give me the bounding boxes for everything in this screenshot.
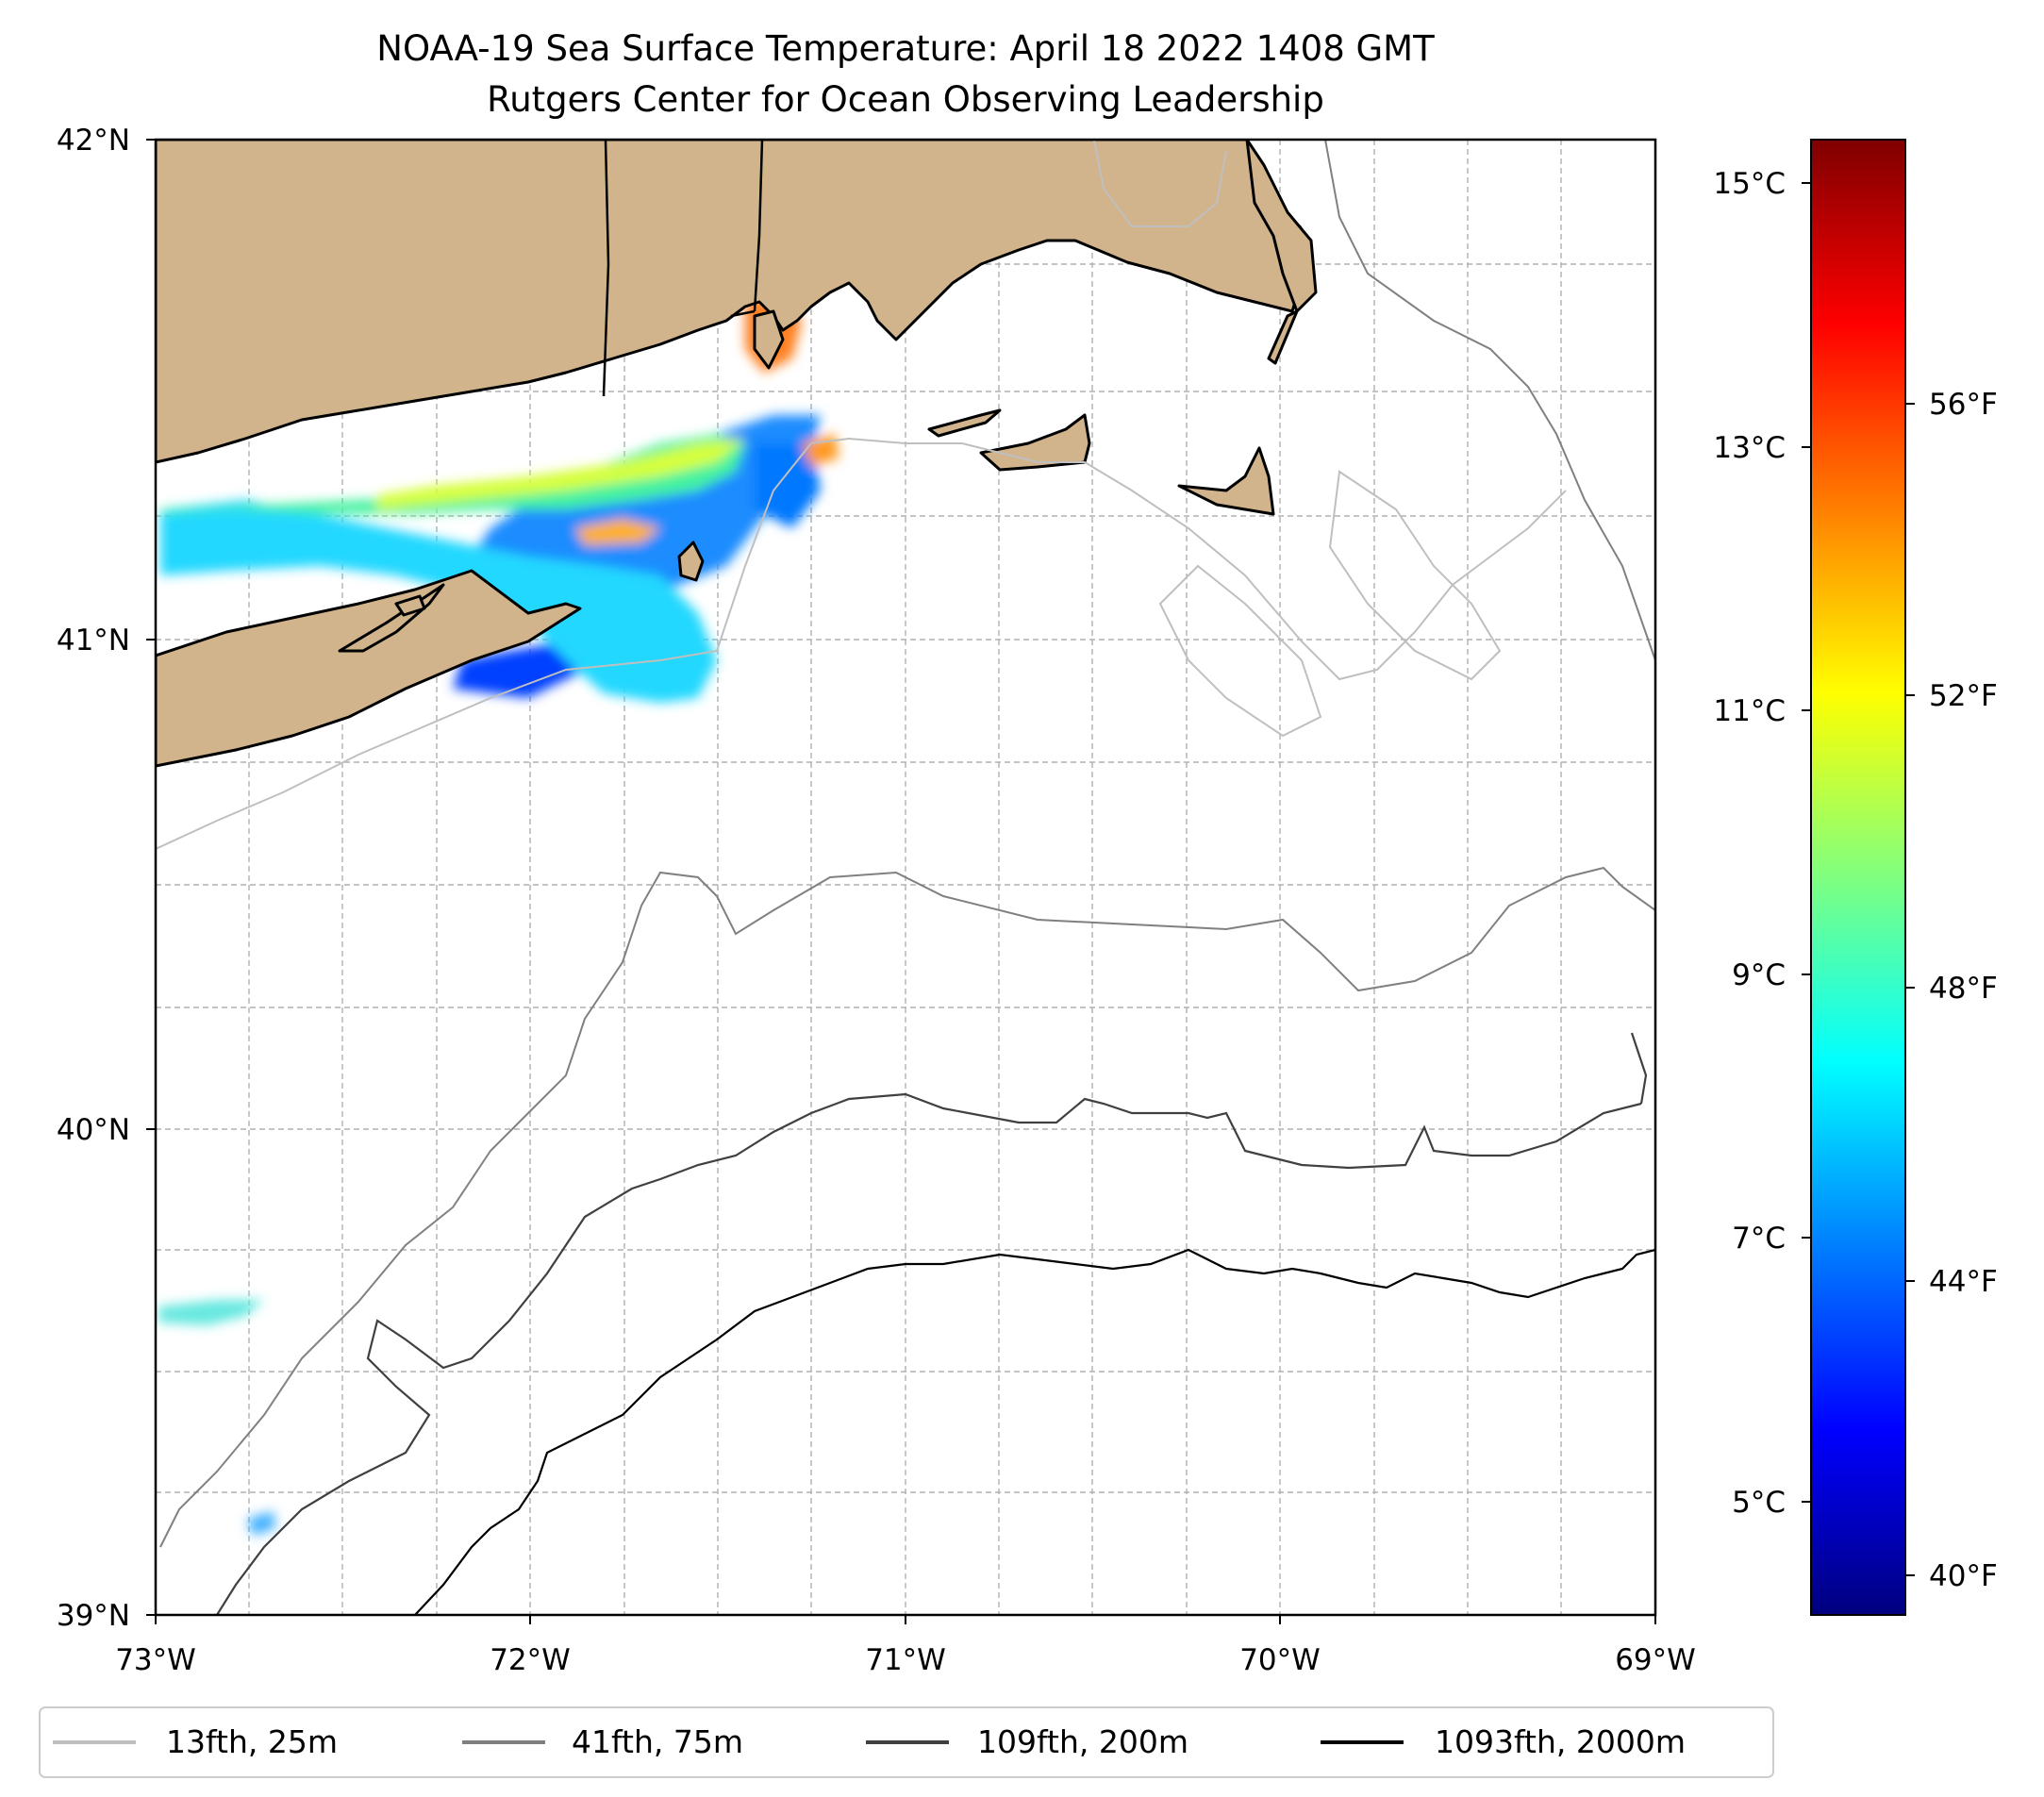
elizabeth-islands (927, 408, 1002, 438)
long-island (156, 569, 582, 768)
contour-2000m (414, 1248, 1655, 1615)
colorbar: 15°C 13°C 11°C 9°C 7°C 5°C 56°F 52°F 48°… (1713, 139, 1998, 1616)
colorbar-celsius-label: 7°C (1732, 1222, 1786, 1256)
monomoy-island (1267, 309, 1299, 365)
x-tick-label: 71°W (865, 1643, 946, 1677)
y-tick-label: 42°N (57, 124, 130, 158)
aquidneck-island (753, 309, 785, 370)
block-island (677, 541, 705, 582)
legend-item-75m: 41fth, 75m (462, 1723, 743, 1760)
isobath-contours (156, 140, 1655, 1615)
chart-title-line1: NOAA-19 Sea Surface Temperature: April 1… (376, 28, 1435, 69)
colorbar-celsius-label: 15°C (1713, 167, 1786, 201)
x-tick-label: 70°W (1239, 1643, 1321, 1677)
nantucket (1177, 446, 1275, 516)
y-tick-label: 39°N (57, 1599, 130, 1633)
cape-cod (1245, 140, 1318, 313)
map-area (156, 140, 1655, 1615)
chart-title-line2: Rutgers Center for Ocean Observing Leade… (487, 79, 1324, 120)
contour-25m-inner (1093, 140, 1227, 227)
legend-item-2000m: 1093fth, 2000m (1321, 1723, 1686, 1760)
sst-band-green (160, 434, 745, 514)
sst-warm-spot-2 (802, 434, 839, 467)
marthas-vineyard (979, 413, 1091, 472)
legend-label-200m: 109fth, 200m (977, 1723, 1188, 1760)
sst-band-east-blue (755, 443, 821, 528)
contour-25m-shoals (1158, 564, 1322, 738)
y-tick-label: 41°N (57, 624, 130, 657)
x-axis: 73°W 72°W 71°W 70°W 69°W (115, 1615, 1696, 1677)
mainland-new-england (156, 140, 1311, 464)
contour-200m (216, 1032, 1648, 1615)
colorbar-gradient (1810, 139, 1906, 1616)
legend: 13fth, 25m 41fth, 75m 109fth, 200m 1093f… (39, 1706, 1774, 1778)
x-tick-label: 72°W (490, 1643, 571, 1677)
colorbar-celsius-ticks: 15°C 13°C 11°C 9°C 7°C 5°C (1713, 167, 1811, 1520)
colorbar-fahrenheit-label: 44°F (1929, 1265, 1998, 1299)
legend-label-25m: 13fth, 25m (166, 1723, 338, 1760)
colorbar-celsius-label: 9°C (1732, 958, 1786, 992)
colorbar-fahrenheit-ticks: 56°F 52°F 48°F 44°F 40°F (1905, 388, 1998, 1593)
colorbar-fahrenheit-label: 52°F (1929, 679, 1998, 713)
contour-25m-shoals-2 (1328, 470, 1502, 681)
legend-label-75m: 41fth, 75m (572, 1723, 743, 1760)
contour-75m (159, 140, 1655, 1548)
sst-small-patch (247, 1511, 275, 1536)
legend-label-2000m: 1093fth, 2000m (1435, 1723, 1686, 1760)
legend-item-25m: 13fth, 25m (53, 1723, 338, 1760)
sst-warm-spot (575, 519, 660, 545)
colorbar-celsius-label: 11°C (1713, 694, 1786, 728)
x-tick-label: 69°W (1615, 1643, 1696, 1677)
x-tick-label: 73°W (115, 1643, 196, 1677)
contour-25m (156, 437, 1567, 850)
y-axis: 42°N 41°N 40°N 39°N (57, 124, 156, 1633)
colorbar-celsius-label: 5°C (1732, 1486, 1786, 1520)
colorbar-fahrenheit-label: 40°F (1929, 1559, 1998, 1593)
state-borders (602, 140, 764, 397)
legend-item-200m: 109fth, 200m (866, 1723, 1188, 1760)
long-island-north-fork (338, 583, 445, 653)
colorbar-fahrenheit-label: 56°F (1929, 388, 1998, 422)
y-tick-label: 40°N (57, 1113, 130, 1147)
colorbar-fahrenheit-label: 48°F (1929, 972, 1998, 1006)
sst-band-cyan (160, 500, 717, 703)
colorbar-celsius-label: 13°C (1713, 431, 1786, 465)
land-layer (156, 140, 1318, 768)
sst-band-yellow (377, 439, 745, 509)
plum-island (394, 594, 426, 617)
sst-southwest-patch (158, 1300, 264, 1325)
